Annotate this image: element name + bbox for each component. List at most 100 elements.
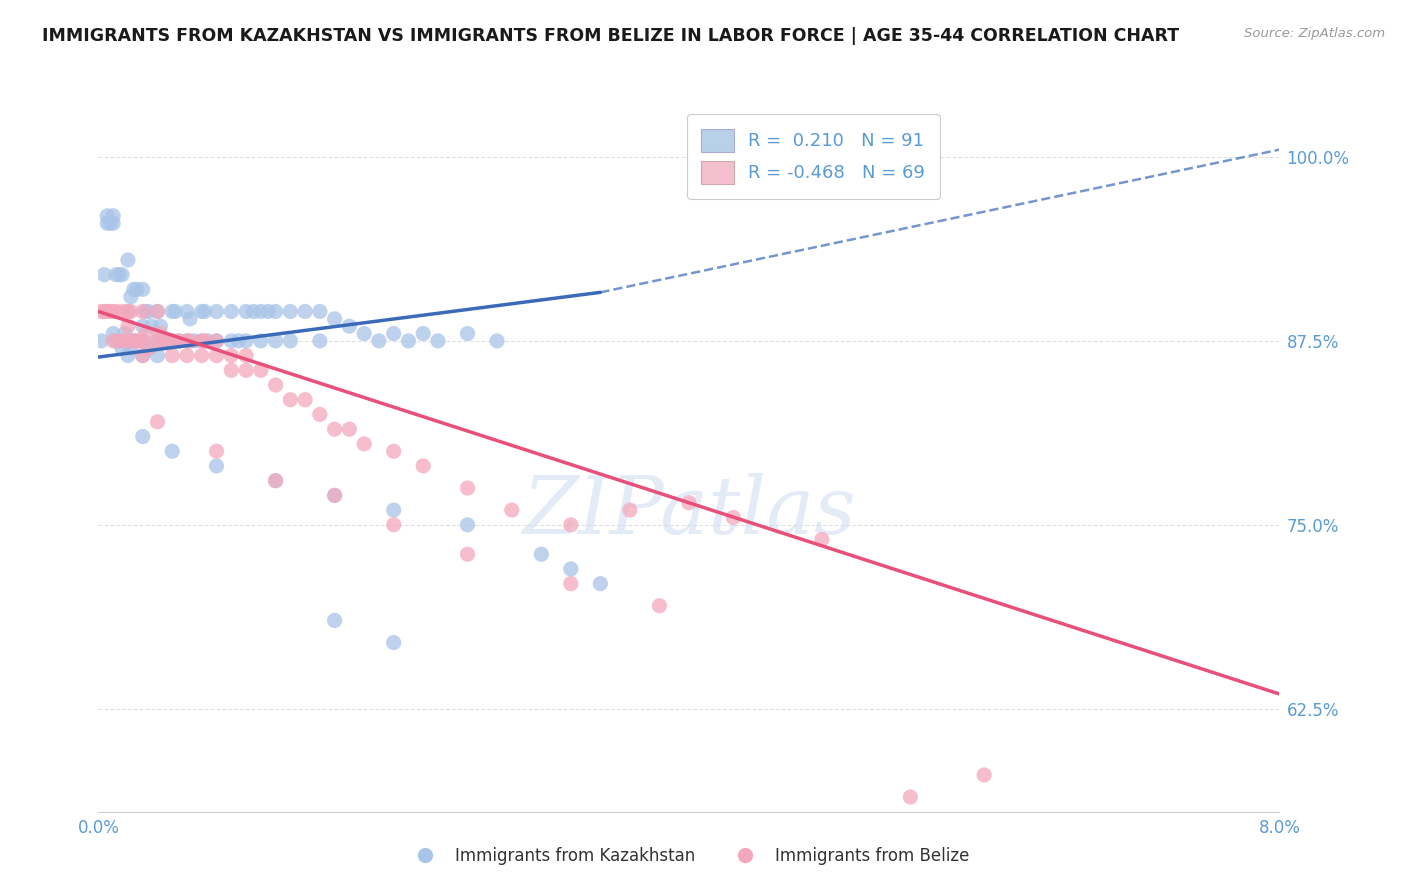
Point xyxy=(648,599,671,613)
Point xyxy=(205,334,228,348)
Point xyxy=(294,304,316,318)
Point xyxy=(117,349,139,363)
Point xyxy=(228,334,250,348)
Point xyxy=(191,334,214,348)
Point xyxy=(323,488,346,502)
Point xyxy=(382,517,405,532)
Point xyxy=(367,334,389,348)
Point xyxy=(235,349,257,363)
Point xyxy=(323,311,346,326)
Point xyxy=(264,334,287,348)
Point xyxy=(308,334,332,348)
Point xyxy=(264,474,287,488)
Point xyxy=(456,547,478,561)
Point xyxy=(103,334,125,348)
Point xyxy=(278,392,302,407)
Point xyxy=(323,488,346,502)
Point xyxy=(162,444,183,458)
Point xyxy=(560,517,582,532)
Point xyxy=(242,304,264,318)
Point xyxy=(382,503,405,517)
Point xyxy=(120,304,142,318)
Point xyxy=(191,334,214,348)
Point xyxy=(122,334,145,348)
Point xyxy=(191,349,214,363)
Point xyxy=(132,304,155,318)
Point xyxy=(146,304,169,318)
Point xyxy=(146,334,169,348)
Point xyxy=(219,304,242,318)
Point xyxy=(426,334,449,348)
Point xyxy=(138,341,160,355)
Point xyxy=(117,304,139,318)
Point xyxy=(353,326,375,341)
Point xyxy=(589,576,612,591)
Point xyxy=(176,304,198,318)
Point xyxy=(122,334,145,348)
Point xyxy=(278,334,302,348)
Point xyxy=(132,282,155,296)
Point xyxy=(105,304,128,318)
Point xyxy=(205,444,228,458)
Point xyxy=(678,496,700,510)
Point xyxy=(114,334,136,348)
Y-axis label: In Labor Force | Age 35-44: In Labor Force | Age 35-44 xyxy=(0,345,8,565)
Point xyxy=(412,458,434,473)
Point xyxy=(149,319,172,334)
Point xyxy=(250,304,273,318)
Point xyxy=(117,319,139,334)
Point xyxy=(108,334,131,348)
Point xyxy=(93,268,115,282)
Point xyxy=(117,334,139,348)
Point xyxy=(721,510,744,524)
Point xyxy=(122,282,145,296)
Point xyxy=(96,209,118,223)
Point xyxy=(264,474,287,488)
Point xyxy=(98,216,121,230)
Point xyxy=(382,326,405,341)
Point xyxy=(176,349,198,363)
Point xyxy=(135,326,157,341)
Point xyxy=(323,422,346,436)
Point xyxy=(191,304,214,318)
Point xyxy=(152,334,174,348)
Point xyxy=(250,334,273,348)
Point xyxy=(560,576,582,591)
Point xyxy=(141,319,163,334)
Point xyxy=(132,429,155,443)
Point xyxy=(162,349,183,363)
Point xyxy=(132,349,155,363)
Point xyxy=(456,481,478,495)
Point xyxy=(235,363,257,377)
Legend: Immigrants from Kazakhstan, Immigrants from Belize: Immigrants from Kazakhstan, Immigrants f… xyxy=(402,840,976,871)
Point xyxy=(146,415,169,429)
Point xyxy=(183,334,205,348)
Point xyxy=(138,341,160,355)
Point xyxy=(973,768,995,782)
Point xyxy=(412,326,434,341)
Text: Source: ZipAtlas.com: Source: ZipAtlas.com xyxy=(1244,27,1385,40)
Point xyxy=(135,304,157,318)
Point xyxy=(111,304,134,318)
Point xyxy=(308,304,332,318)
Point xyxy=(90,334,112,348)
Point xyxy=(900,790,922,805)
Text: IMMIGRANTS FROM KAZAKHSTAN VS IMMIGRANTS FROM BELIZE IN LABOR FORCE | AGE 35-44 : IMMIGRANTS FROM KAZAKHSTAN VS IMMIGRANTS… xyxy=(42,27,1180,45)
Point xyxy=(205,304,228,318)
Point xyxy=(456,326,478,341)
Point xyxy=(132,334,155,348)
Point xyxy=(132,349,155,363)
Point xyxy=(219,349,242,363)
Point xyxy=(235,334,257,348)
Point xyxy=(179,334,201,348)
Point xyxy=(120,341,142,355)
Point xyxy=(132,334,155,348)
Point xyxy=(93,304,115,318)
Point xyxy=(125,334,148,348)
Point xyxy=(125,282,148,296)
Point xyxy=(278,304,302,318)
Point xyxy=(194,304,217,318)
Point xyxy=(96,216,118,230)
Point xyxy=(152,334,174,348)
Point xyxy=(138,304,160,318)
